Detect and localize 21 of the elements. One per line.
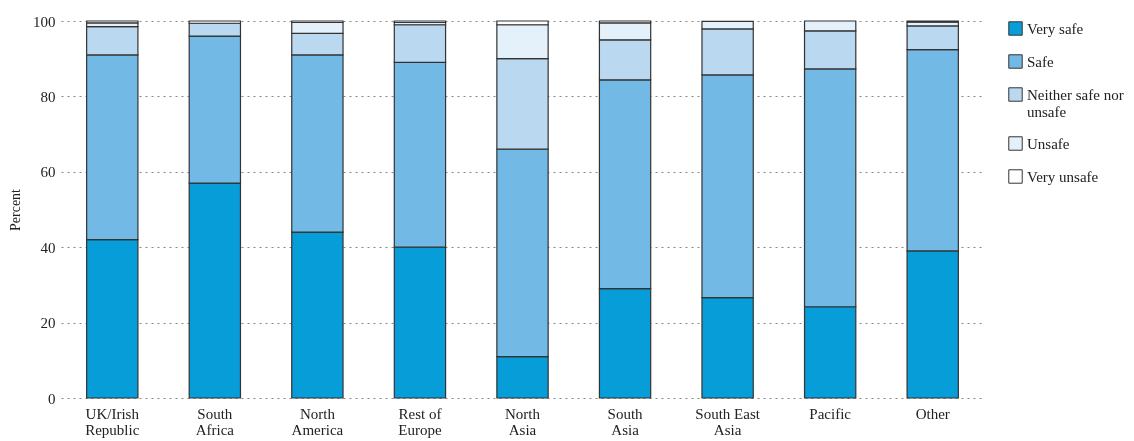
x-tick-label: South East Asia bbox=[695, 405, 761, 438]
y-tick-label: 0 bbox=[48, 390, 56, 407]
x-tick-label: UK/Irish Republic bbox=[85, 405, 140, 438]
y-axis-title: Percent bbox=[8, 188, 23, 231]
x-tick-label: Pacific bbox=[809, 405, 852, 422]
x-tick-label: South Asia bbox=[607, 405, 644, 438]
x-tick-label: Rest of Europe bbox=[398, 405, 442, 438]
y-tick-label: 100 bbox=[33, 13, 56, 30]
x-tick-label: North Asia bbox=[505, 405, 541, 438]
legend-label: Very safe bbox=[1027, 20, 1084, 37]
legend-label: Neither safe nor unsafe bbox=[1027, 86, 1124, 120]
legend-label: Unsafe bbox=[1027, 135, 1070, 152]
y-tick-label: 20 bbox=[40, 315, 56, 332]
legend-label: Safe bbox=[1027, 53, 1054, 70]
y-tick-label: 60 bbox=[40, 164, 56, 181]
legend-label: Very unsafe bbox=[1027, 168, 1099, 185]
y-tick-label: 80 bbox=[40, 88, 56, 105]
x-tick-label: Other bbox=[915, 405, 950, 422]
x-tick-label: North America bbox=[291, 405, 344, 438]
y-tick-label: 40 bbox=[40, 239, 56, 256]
x-tick-label: South Africa bbox=[195, 405, 235, 438]
